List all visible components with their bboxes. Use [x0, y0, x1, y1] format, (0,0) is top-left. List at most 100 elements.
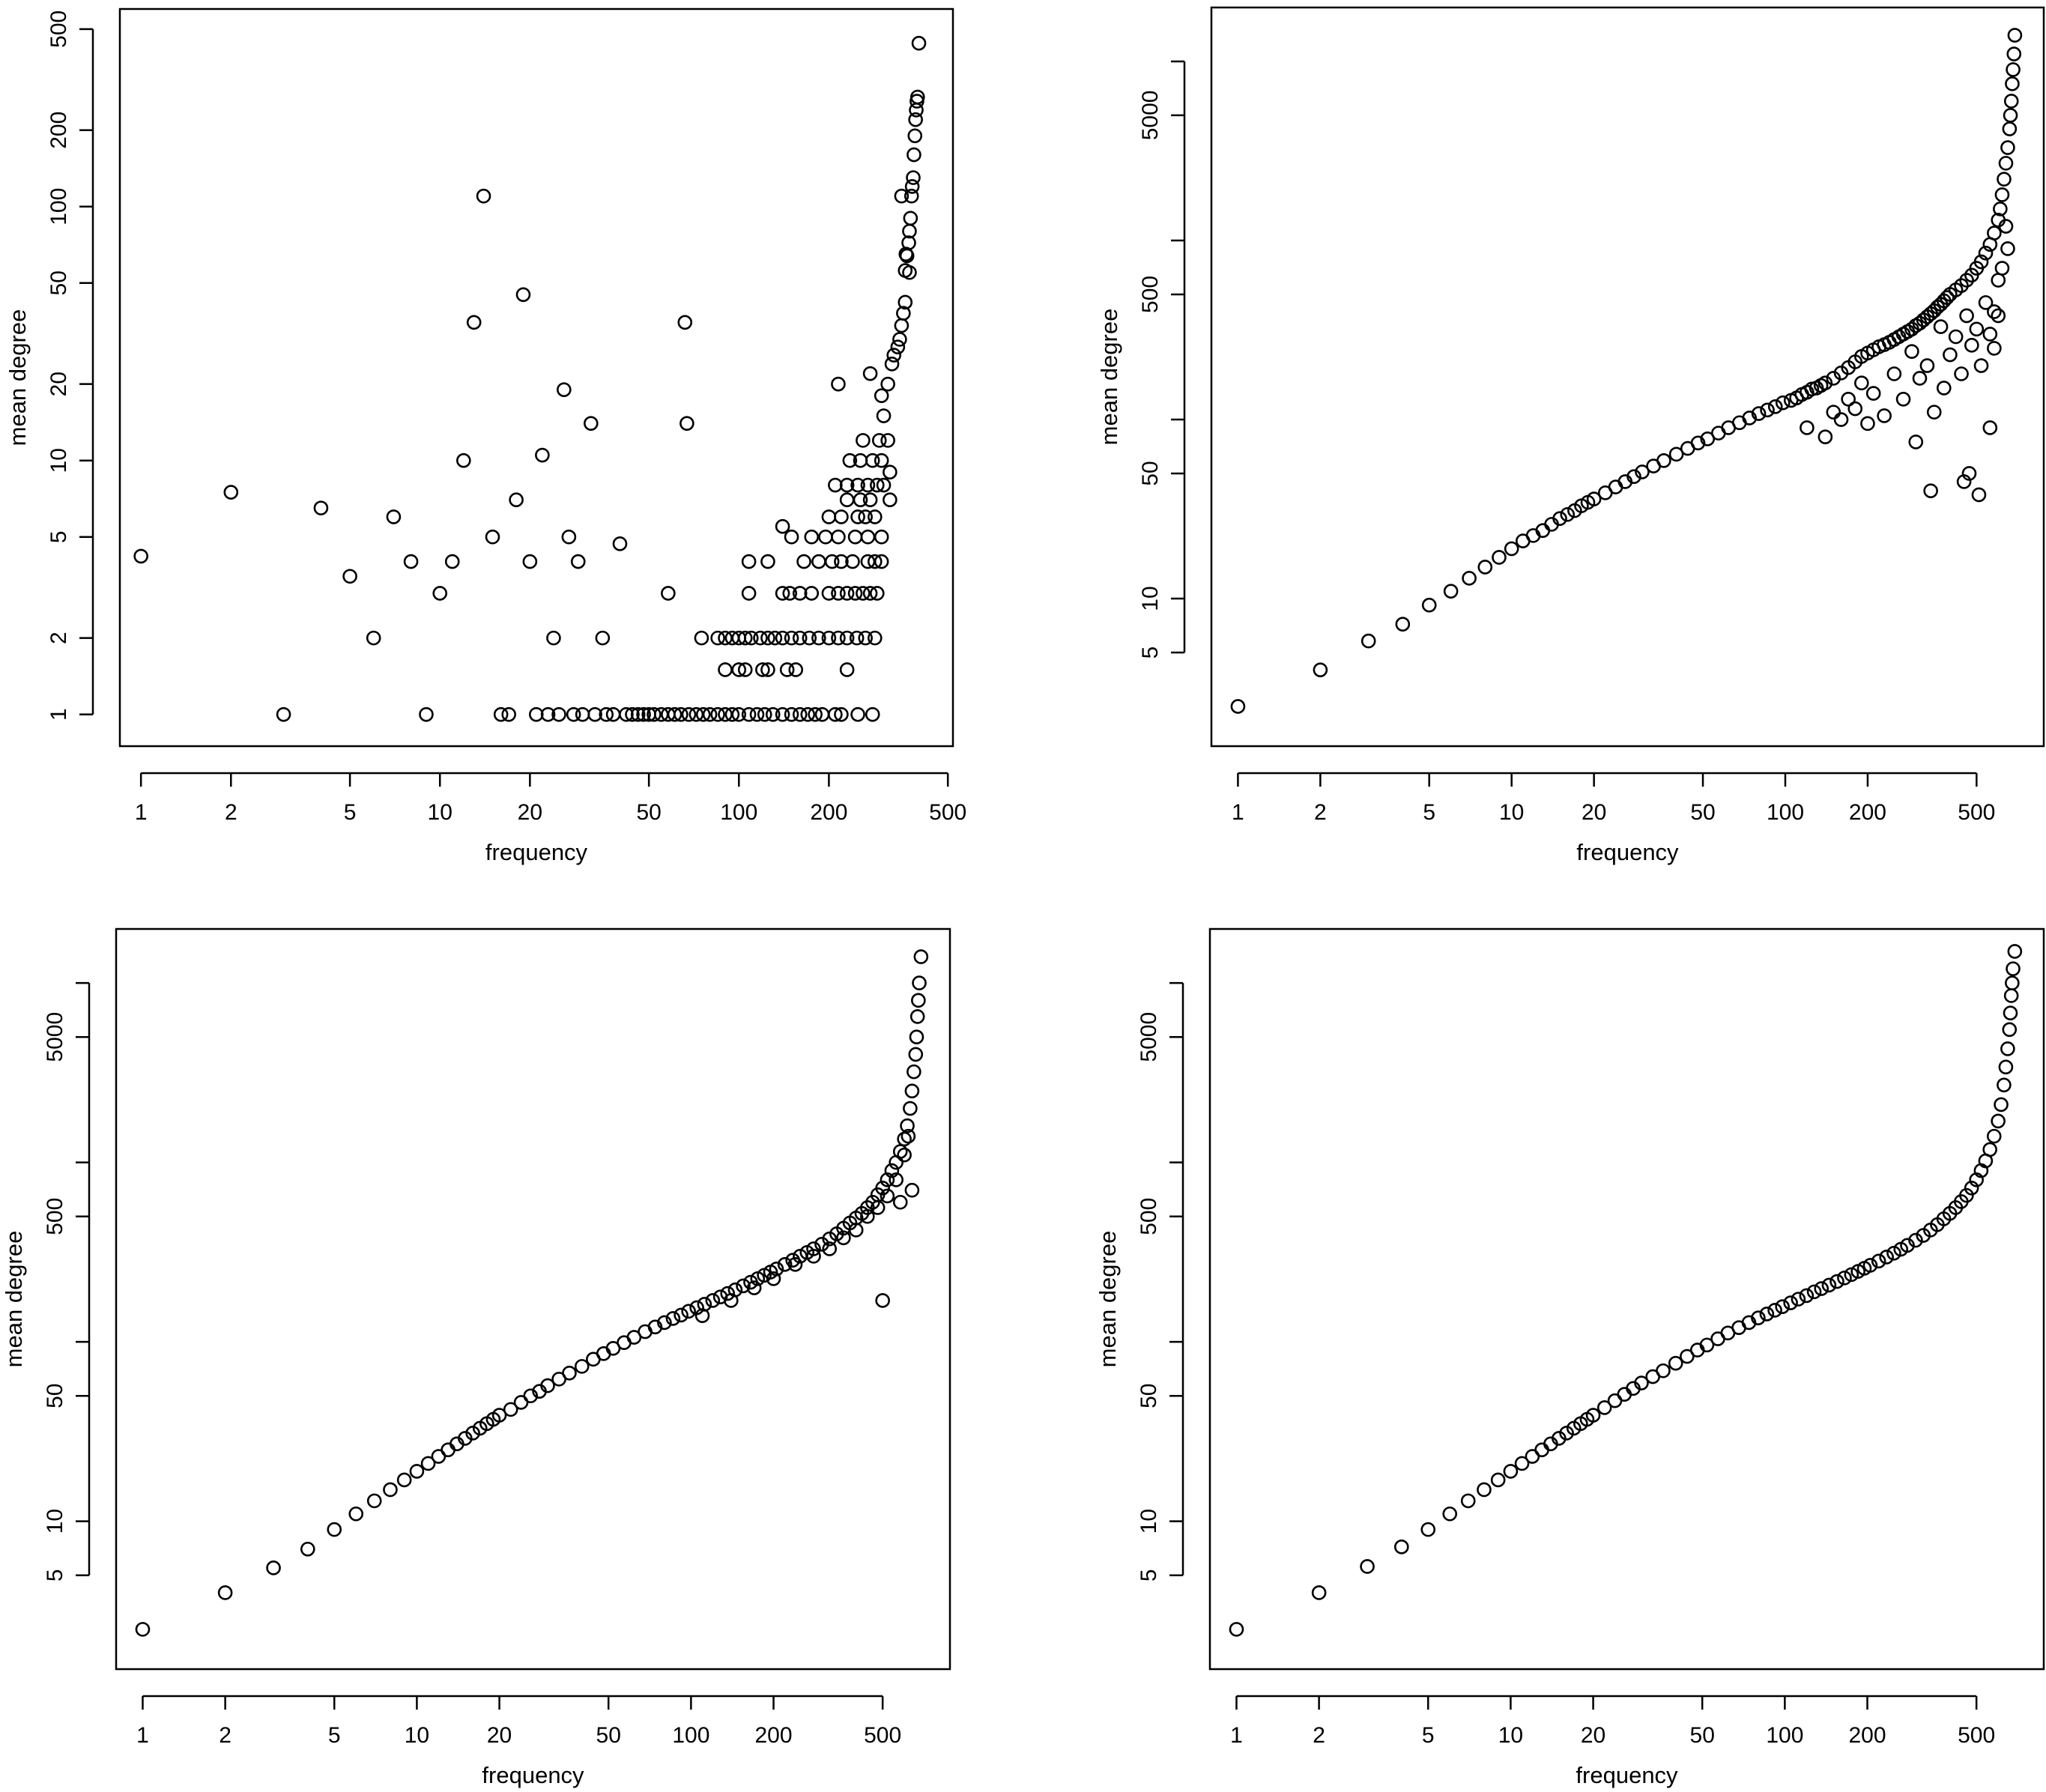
data-point	[871, 433, 887, 448]
data-point	[1886, 1245, 1901, 1261]
data-point	[575, 706, 590, 722]
data-point	[821, 509, 837, 524]
x-tick-label: 10	[405, 1723, 429, 1748]
data-point	[1877, 408, 1892, 423]
data-point	[2000, 1041, 2015, 1056]
data-point	[720, 1286, 736, 1301]
data-point	[1767, 1303, 1782, 1318]
data-point	[570, 554, 586, 569]
data-point	[1854, 375, 1869, 391]
data-point	[1490, 1472, 1506, 1488]
data-point	[1608, 479, 1623, 494]
x-tick-label: 200	[1849, 800, 1886, 825]
y-tick-label: 500	[43, 1198, 67, 1235]
data-point	[757, 706, 772, 722]
data-point	[657, 1315, 672, 1331]
data-point	[1783, 1295, 1798, 1310]
data-point	[1751, 406, 1767, 421]
y-axis-label: mean degree	[1096, 309, 1122, 446]
data-point	[850, 477, 865, 493]
data-point	[1879, 1250, 1894, 1265]
data-point	[845, 554, 860, 569]
data-point	[1998, 219, 2014, 234]
data-point	[1940, 290, 1955, 305]
data-point	[1680, 1348, 1695, 1364]
data-point	[1862, 1258, 1878, 1273]
data-point	[870, 1200, 886, 1215]
data-point	[860, 477, 876, 493]
data-point	[1964, 338, 1979, 353]
data-point	[665, 1311, 681, 1326]
data-point	[466, 315, 482, 330]
data-point	[396, 1472, 412, 1488]
data-point	[894, 318, 909, 333]
data-point	[1229, 1622, 1244, 1637]
data-point	[1982, 1142, 1997, 1157]
data-point	[1997, 1077, 2012, 1093]
data-point	[1919, 358, 1935, 373]
data-point	[765, 706, 781, 722]
y-tick-label: 5	[43, 1569, 67, 1581]
data-point	[1668, 447, 1684, 462]
data-point	[523, 1388, 539, 1404]
data-point	[529, 706, 544, 722]
y-axis: 1 2 5 10 20 50 100 200 500	[46, 10, 94, 721]
data-point	[1998, 156, 2014, 171]
x-tick-label: 1	[1232, 800, 1244, 825]
data-point	[348, 1506, 364, 1522]
data-point	[501, 706, 516, 722]
data-point	[862, 366, 878, 381]
data-point	[741, 554, 757, 569]
data-point	[2003, 108, 2018, 123]
x-axis: 1 2 5 10 20 50 100 200 500	[135, 772, 966, 825]
data-point	[1987, 341, 2002, 356]
y-tick-label: 10	[43, 1509, 67, 1534]
x-tick-label: 50	[1690, 800, 1715, 825]
data-point	[432, 586, 448, 601]
data-point	[1908, 1232, 1923, 1248]
data-point	[743, 630, 759, 646]
data-point	[223, 485, 239, 500]
data-point	[853, 492, 868, 508]
data-point	[848, 1223, 864, 1238]
data-point	[1634, 1375, 1649, 1390]
y-axis: 5 10 50 500 5000	[1137, 981, 1184, 1581]
data-point	[561, 529, 577, 545]
data-point	[907, 147, 921, 163]
data-point	[828, 706, 843, 722]
data-point	[680, 416, 694, 431]
data-point	[1986, 1128, 2002, 1144]
data-point	[903, 1101, 918, 1116]
data-point	[2006, 46, 2022, 61]
data-point	[836, 1230, 851, 1246]
x-axis: 1 2 5 10 20 50 100 200 500	[1230, 1695, 1995, 1748]
data-point	[1760, 402, 1775, 418]
x-tick-label: 1	[1230, 1723, 1243, 1748]
data-point	[300, 1541, 315, 1557]
data-point	[1936, 381, 1952, 396]
y-tick-label: 1	[46, 708, 71, 721]
data-point	[266, 1561, 281, 1575]
data-point	[850, 509, 865, 524]
data-point	[1904, 344, 1919, 359]
data-point	[1559, 1426, 1574, 1441]
data-point	[908, 1047, 924, 1062]
data-point	[636, 706, 651, 722]
chart-panel-1: 1 2 5 10 20 50 100 200 500 frequency 1 2 5 10 20 50 100 2…	[4, 7, 966, 865]
data-points	[135, 949, 929, 1637]
data-point	[1656, 1363, 1671, 1378]
data-point	[1560, 506, 1576, 522]
data-point	[313, 500, 329, 515]
data-point	[876, 477, 892, 493]
data-point	[775, 518, 790, 534]
data-point	[1991, 1113, 2006, 1129]
data-point	[839, 630, 855, 646]
data-point	[1751, 1310, 1766, 1325]
chart-panel-4: 1 2 5 10 20 50 100 200 500 frequency 5 10 50 500 5000 m…	[1095, 927, 2045, 1788]
data-point	[892, 1194, 908, 1210]
data-point	[860, 1208, 875, 1224]
data-point	[383, 1482, 398, 1498]
data-point	[911, 993, 926, 1008]
data-point	[133, 548, 148, 564]
data-point	[724, 1293, 739, 1308]
